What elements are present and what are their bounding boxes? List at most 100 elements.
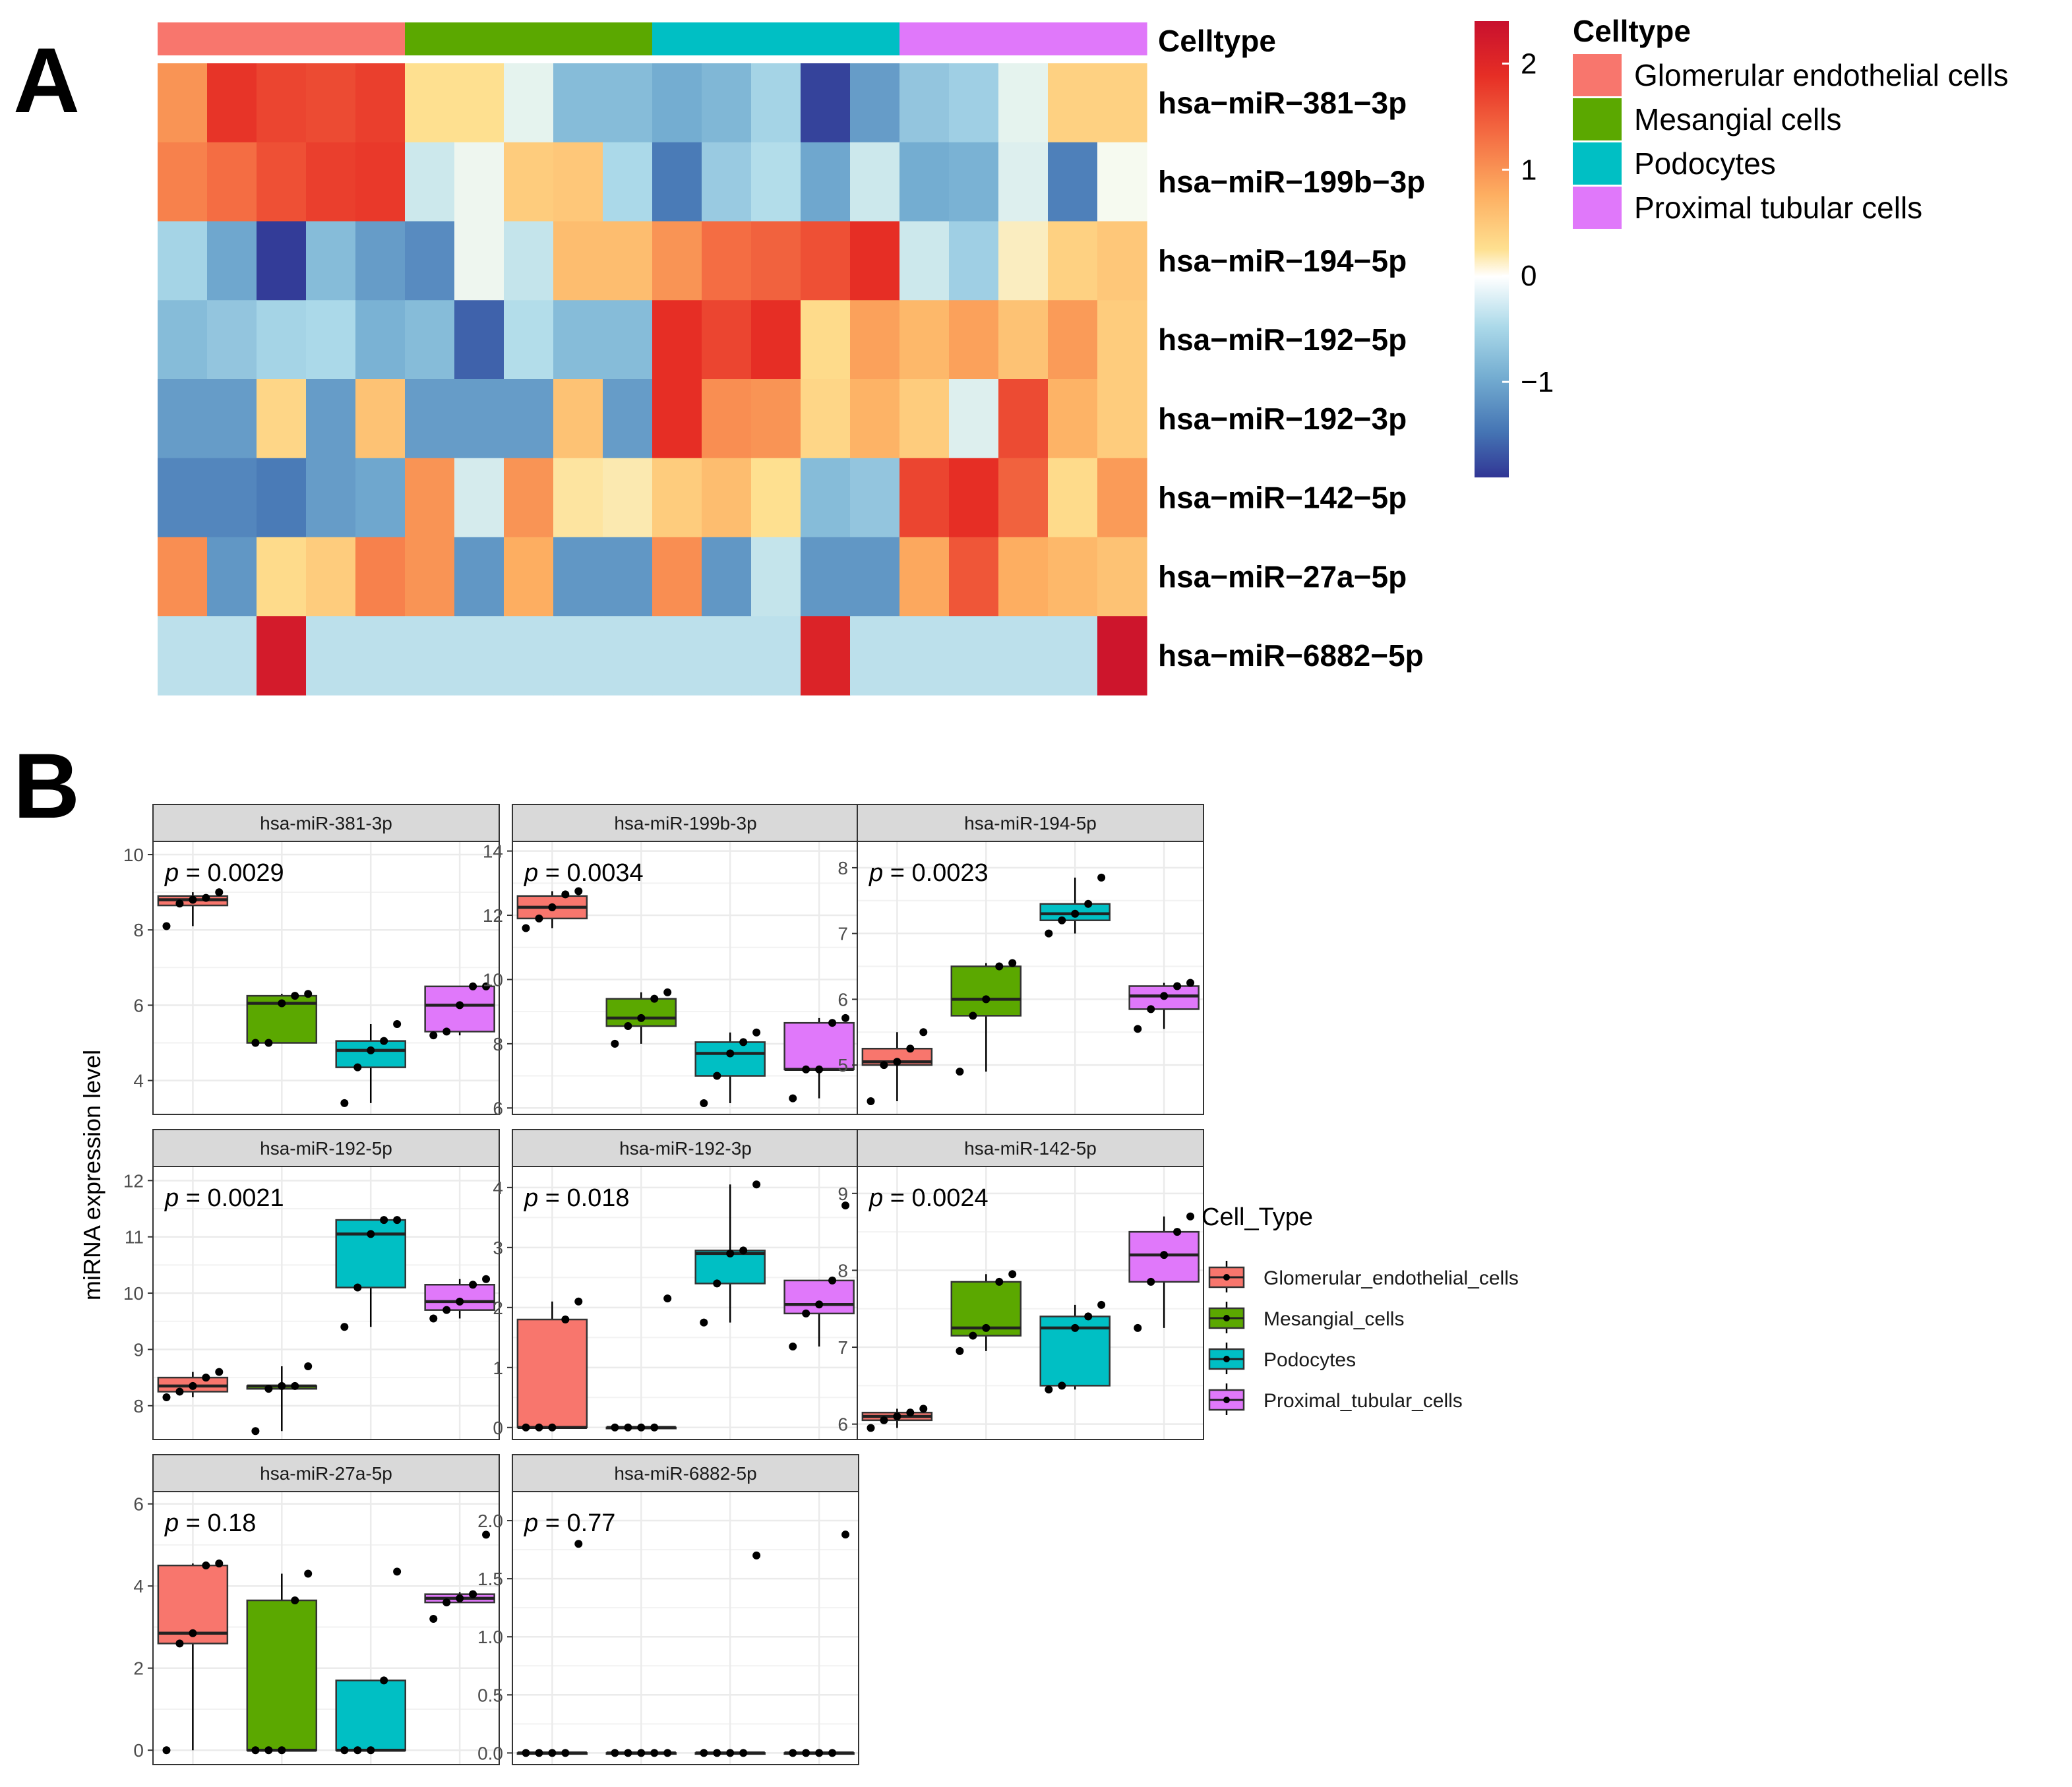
data-point xyxy=(906,1045,915,1053)
heatmap-annotation-title: Celltype xyxy=(1158,24,1276,58)
heatmap-cell xyxy=(306,379,356,459)
p-value-number: = 0.77 xyxy=(538,1509,615,1537)
colorbar-tick-label: 2 xyxy=(1521,47,1537,80)
y-tick-label: 4 xyxy=(133,1071,144,1091)
p-value-number: = 0.018 xyxy=(538,1184,629,1212)
data-point xyxy=(802,1749,810,1757)
heatmap-cell xyxy=(949,537,999,617)
y-tick-label: 6 xyxy=(133,1494,144,1515)
legend-label: Glomerular endothelial cells xyxy=(1634,58,2009,92)
panel-border xyxy=(857,841,1204,1115)
data-point xyxy=(367,1746,375,1755)
data-point xyxy=(841,1530,850,1539)
heatmap-cell xyxy=(553,300,603,380)
heatmap-cell xyxy=(1048,221,1098,301)
legend-label: Podocytes xyxy=(1634,146,1776,181)
data-point xyxy=(739,1246,748,1255)
heatmap-cell xyxy=(801,63,851,143)
data-point xyxy=(815,1300,824,1309)
data-point xyxy=(469,982,477,990)
heatmap-legend: Celltype Glomerular endothelial cells Mes… xyxy=(1573,14,2009,229)
data-point xyxy=(456,1001,464,1010)
data-point xyxy=(561,1316,570,1324)
legend-swatch xyxy=(1573,54,1622,96)
heatmap-cell xyxy=(652,300,702,380)
p-value-number: = 0.0029 xyxy=(179,859,284,887)
heatmap-cell xyxy=(158,379,208,459)
data-point xyxy=(340,1099,349,1107)
legend-label: Proximal_tubular_cells xyxy=(1264,1390,1463,1412)
heatmap-cell xyxy=(454,142,504,222)
data-point xyxy=(1186,979,1195,987)
data-point xyxy=(535,1423,543,1432)
heatmap-cell xyxy=(850,379,900,459)
y-tick-label: 6 xyxy=(133,995,144,1015)
annotation-cell xyxy=(801,22,851,55)
boxplot-legend-items: Glomerular_endothelial_cells Mesangial_ce… xyxy=(1208,1261,1519,1415)
data-point xyxy=(802,1309,810,1318)
heatmap-cell xyxy=(751,300,801,380)
data-point xyxy=(175,1387,184,1396)
heatmap-row-labels: hsa−miR−381−3p hsa−miR−199b−3p hsa−miR−194… xyxy=(1158,86,1425,673)
heatmap-cell xyxy=(702,221,752,301)
data-point xyxy=(919,1405,928,1413)
data-point xyxy=(162,1393,171,1401)
data-point xyxy=(815,1749,824,1757)
data-point xyxy=(828,1276,837,1285)
heatmap-cell xyxy=(949,300,999,380)
data-point xyxy=(919,1028,928,1037)
heatmap-cell xyxy=(355,142,406,222)
data-point xyxy=(548,1749,557,1757)
data-point xyxy=(442,1027,451,1036)
y-tick-label: 9 xyxy=(838,1184,848,1204)
panel-label-a: A xyxy=(13,28,80,132)
data-point xyxy=(700,1749,708,1757)
p-value: p = 0.18 xyxy=(164,1509,256,1537)
heatmap-cell xyxy=(801,616,851,696)
y-tick-label: 1 xyxy=(493,1358,503,1378)
y-axis-label: miRNA expression level xyxy=(78,1050,106,1300)
data-point xyxy=(1160,992,1169,1000)
heatmap-cell xyxy=(158,300,208,380)
heatmap-cell xyxy=(1048,458,1098,538)
heatmap-cell xyxy=(504,63,554,143)
annotation-cell xyxy=(998,22,1049,55)
annotation-cell xyxy=(158,22,208,55)
heatmap-cell xyxy=(504,379,554,459)
heatmap-cell xyxy=(899,458,950,538)
data-point xyxy=(624,1022,632,1031)
data-point xyxy=(650,1749,659,1757)
heatmap-cell xyxy=(702,537,752,617)
annotation-cell xyxy=(1097,22,1147,55)
data-point xyxy=(969,1012,977,1020)
data-point xyxy=(429,1614,438,1623)
y-tick-label: 2 xyxy=(133,1658,144,1679)
heatmap-row-label: hsa−miR−199b−3p xyxy=(1158,165,1425,199)
data-point xyxy=(380,1037,388,1045)
data-point xyxy=(522,924,530,932)
heatmap-cell xyxy=(998,63,1049,143)
data-point xyxy=(906,1408,915,1417)
y-tick-label: 2 xyxy=(493,1298,503,1318)
data-point xyxy=(713,1749,721,1757)
heatmap-row-label: hsa−miR−194−5p xyxy=(1158,243,1407,278)
legend-label: Glomerular_endothelial_cells xyxy=(1264,1267,1519,1289)
heatmap-cell xyxy=(1048,142,1098,222)
heatmap-cell xyxy=(899,379,950,459)
heatmap-cell xyxy=(1097,379,1147,459)
heatmap-cell xyxy=(306,300,356,380)
heatmap-cell xyxy=(652,458,702,538)
p-value-number: = 0.0021 xyxy=(179,1184,284,1212)
heatmap-cell xyxy=(1097,63,1147,143)
data-point xyxy=(278,1381,286,1390)
data-point xyxy=(291,992,299,1000)
data-point xyxy=(202,1561,210,1570)
heatmap-cell xyxy=(504,300,554,380)
data-point xyxy=(1045,1385,1053,1394)
heatmap-cell xyxy=(454,537,504,617)
y-tick-label: 10 xyxy=(123,1283,144,1304)
data-point xyxy=(982,1323,990,1332)
data-point xyxy=(995,962,1004,971)
